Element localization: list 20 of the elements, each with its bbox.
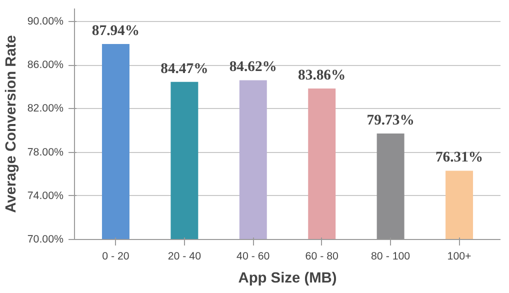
data-label: 83.86% [298,67,346,84]
x-tick-label: 40 - 60 [236,250,270,262]
y-axis-title: Average Conversion Rate [3,35,20,213]
data-label: 84.62% [229,59,277,76]
data-label: 79.73% [366,112,414,128]
y-tick-label: 82.00% [27,102,64,115]
y-tick-label: 74.00% [27,190,64,202]
y-tick-label: 90.00% [27,16,64,28]
data-label: 84.47% [160,60,208,77]
y-tick-label: 86.00% [27,59,64,72]
x-tick-label: 20 - 40 [168,250,202,262]
x-axis-title: App Size (MB) [238,270,337,286]
data-label: 76.31% [435,150,484,166]
x-tick-label: 80 - 100 [371,250,410,262]
y-tick-label: 78.00% [27,146,64,158]
x-tick-label: 0 - 20 [102,250,130,262]
data-label: 87.94% [92,23,140,40]
x-tick-label: 100+ [447,250,472,262]
x-tick-label: 60 - 80 [305,250,339,262]
y-tick-label: 70.00% [27,234,64,246]
